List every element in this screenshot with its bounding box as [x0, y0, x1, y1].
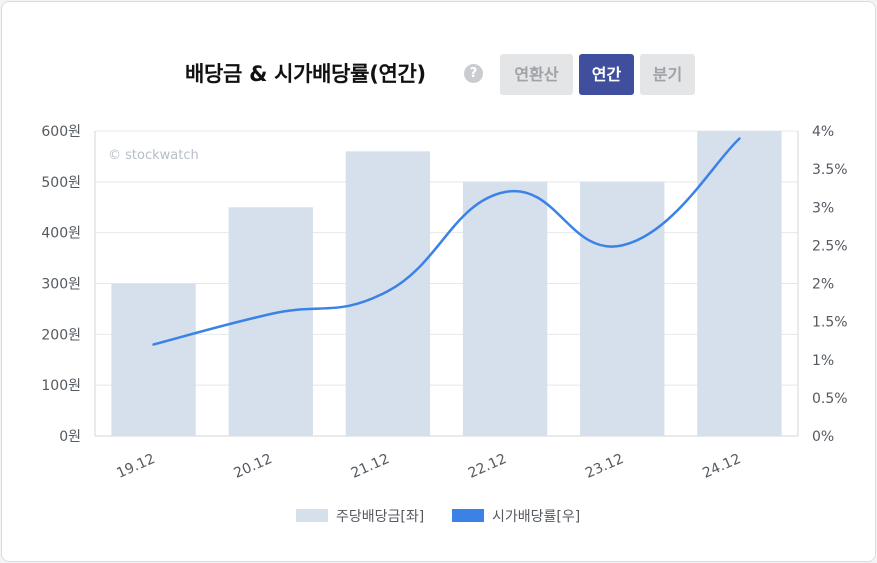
chart-title: 배당금 & 시가배당률(연간) — [185, 62, 426, 86]
x-tick-label: 21.12 — [349, 451, 392, 482]
y-right-tick-label: 2% — [812, 277, 834, 293]
y-left-tick-label: 100원 — [41, 378, 81, 394]
y-right-tick-label: 1.5% — [812, 315, 848, 331]
legend-swatch-line — [452, 509, 484, 522]
y-right-tick-label: 1% — [812, 353, 834, 369]
bar-23.12[interactable] — [580, 181, 665, 436]
x-tick-label: 20.12 — [232, 451, 275, 482]
x-tick-label: 24.12 — [700, 451, 743, 482]
watermark: © stockwatch — [108, 148, 199, 163]
tab-annualized[interactable]: 연환산 — [500, 54, 573, 95]
y-right-tick-label: 0.5% — [812, 391, 848, 407]
bar-22.12[interactable] — [462, 181, 548, 436]
question-circle-icon[interactable]: ? — [464, 64, 483, 83]
line-series — [152, 137, 741, 346]
legend-label-bar[interactable]: 주당배당금[좌] — [336, 509, 424, 525]
y-left-tick-label: 400원 — [41, 226, 81, 242]
y-axis-left: 0원 100원 200원 300원 400원 500원 600원 — [41, 124, 81, 445]
legend: 주당배당금[좌] 시가배당률[우] — [296, 509, 580, 525]
bar-21.12[interactable] — [345, 151, 431, 437]
x-tick-label: 22.12 — [466, 451, 509, 482]
x-tick-label: 19.12 — [114, 451, 157, 482]
y-right-tick-label: 0% — [812, 429, 834, 445]
y-right-tick-label: 3% — [812, 200, 834, 216]
bar-24.12[interactable] — [697, 131, 782, 436]
x-tick-label: 23.12 — [583, 451, 626, 482]
legend-swatch-bar — [296, 509, 328, 522]
y-left-tick-label: 300원 — [41, 277, 81, 293]
tab-annual[interactable]: 연간 — [579, 54, 634, 95]
grid-lines — [94, 130, 799, 437]
y-right-tick-label: 2.5% — [812, 238, 848, 254]
yield-line[interactable] — [152, 137, 741, 346]
y-left-tick-label: 0원 — [59, 429, 81, 445]
y-axis-right: 0% 0.5% 1% 1.5% 2% 2.5% 3% 3.5% 4% — [812, 124, 848, 445]
y-left-tick-label: 200원 — [41, 327, 81, 343]
y-left-tick-label: 500원 — [41, 175, 81, 191]
y-right-tick-label: 3.5% — [812, 162, 848, 178]
bar-19.12[interactable] — [111, 283, 196, 437]
y-left-tick-label: 600원 — [41, 124, 81, 140]
x-axis: 19.12 20.12 21.12 22.12 23.12 24.12 — [114, 451, 743, 482]
tab-quarterly[interactable]: 분기 — [640, 54, 695, 95]
bar-series — [111, 131, 782, 437]
y-right-tick-label: 4% — [812, 124, 834, 140]
legend-label-line[interactable]: 시가배당률[우] — [492, 509, 580, 525]
